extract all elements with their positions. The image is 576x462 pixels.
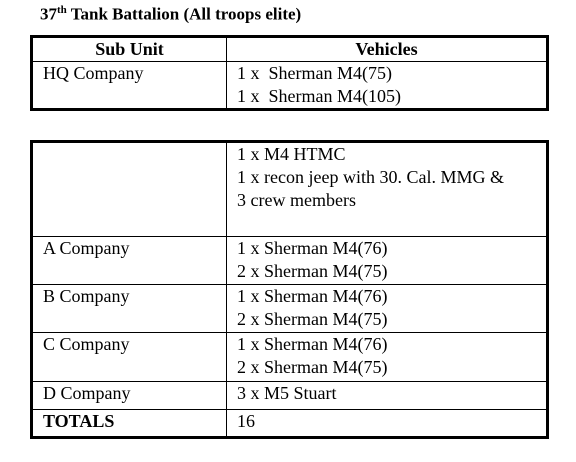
- row: C Company 1 x Sherman M4(76) 2 x Sherman M…: [31, 332, 548, 382]
- row: 1 x M4 HTMC 1 x recon jeep with 30. Cal. …: [31, 141, 548, 237]
- cell: 1 x M4 HTMC 1 x recon jeep with 30. Cal. …: [226, 141, 548, 237]
- vehicle-line: 1 x M4 HTMC: [237, 144, 346, 164]
- unit-label: C Company: [43, 334, 130, 354]
- vehicle-line: 16: [237, 411, 255, 431]
- cell: C Company: [31, 332, 227, 382]
- unit-label: TOTALS: [43, 411, 115, 431]
- vehicle-line: 1 x Sherman M4(105): [237, 86, 401, 106]
- vehicle-line: 1 x Sherman M4(76): [237, 334, 388, 354]
- column-header: Vehicles: [226, 36, 548, 62]
- unit-label: B Company: [43, 286, 130, 306]
- column-header: Sub Unit: [31, 36, 227, 62]
- unit-label: A Company: [43, 238, 130, 258]
- cell: 1 x Sherman M4(76) 2 x Sherman M4(75): [226, 236, 548, 285]
- row: TOTALS 16: [31, 409, 548, 438]
- row: B Company 1 x Sherman M4(76) 2 x Sherman M…: [31, 284, 548, 333]
- unit-label: HQ Company: [43, 63, 144, 83]
- cell: [31, 141, 227, 237]
- unit-label: D Company: [43, 383, 131, 403]
- cell: HQ Company: [31, 61, 227, 110]
- cell: B Company: [31, 284, 227, 333]
- row: D Company 3 x M5 Stuart: [31, 381, 548, 410]
- cell: A Company: [31, 236, 227, 285]
- vehicle-line: 1 x recon jeep with 30. Cal. MMG &: [237, 167, 504, 187]
- table: Sub Unit Vehicles HQ Company 1 x Sherman …: [30, 35, 549, 111]
- cell: 1 x Sherman M4(76) 2 x Sherman M4(75): [226, 332, 548, 382]
- title-number: 37: [40, 4, 57, 24]
- header-row: Sub Unit Vehicles: [31, 36, 548, 62]
- cell: TOTALS: [31, 409, 227, 438]
- vehicle-line: 2 x Sherman M4(75): [237, 357, 388, 377]
- cell: D Company: [31, 381, 227, 410]
- vehicle-line: 2 x Sherman M4(75): [237, 261, 388, 281]
- vehicle-line: 1 x Sherman M4(76): [237, 286, 388, 306]
- table: 1 x M4 HTMC 1 x recon jeep with 30. Cal. …: [30, 140, 549, 439]
- vehicle-line: 1 x Sherman M4(75): [237, 63, 392, 83]
- vehicle-line: 3 crew members: [237, 190, 356, 210]
- vehicle-line: 3 x M5 Stuart: [237, 383, 337, 403]
- row: A Company 1 x Sherman M4(76) 2 x Sherman M…: [31, 236, 548, 285]
- cell: 1 x Sherman M4(75) 1 x Sherman M4(105): [226, 61, 548, 110]
- row: HQ Company 1 x Sherman M4(75) 1 x Sherman …: [31, 61, 548, 110]
- cell: 16: [226, 409, 548, 438]
- cell: 3 x M5 Stuart: [226, 381, 548, 410]
- cell: 1 x Sherman M4(76) 2 x Sherman M4(75): [226, 284, 548, 333]
- vehicle-line: 1 x Sherman M4(76): [237, 238, 388, 258]
- title-text: Tank Battalion (All troops elite): [66, 4, 302, 24]
- title: 37th Tank Battalion (All troops elite): [40, 4, 301, 25]
- vehicle-line: 2 x Sherman M4(75): [237, 309, 388, 329]
- title-suffix: th: [57, 4, 67, 16]
